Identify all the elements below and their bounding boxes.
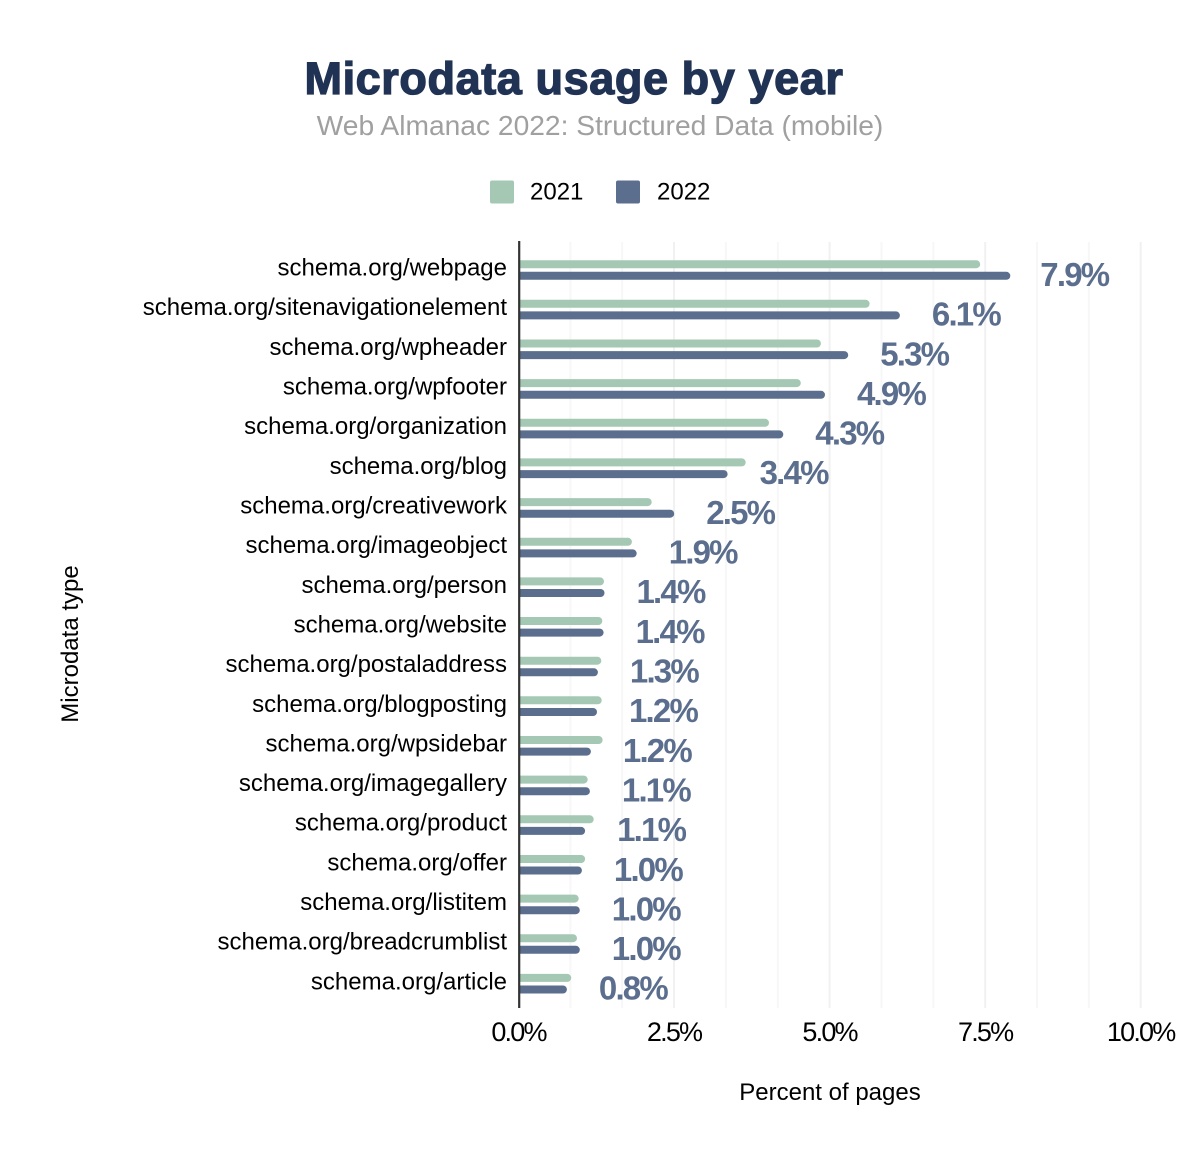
svg-text:0.8%: 0.8% bbox=[599, 970, 668, 1007]
svg-text:schema.org/wpsidebar: schema.org/wpsidebar bbox=[266, 730, 507, 757]
svg-text:schema.org/postaladdress: schema.org/postaladdress bbox=[226, 651, 507, 678]
svg-text:4.3%: 4.3% bbox=[815, 415, 884, 452]
svg-text:1.0%: 1.0% bbox=[614, 851, 683, 888]
svg-text:3.4%: 3.4% bbox=[760, 454, 829, 491]
svg-text:7.5%: 7.5% bbox=[958, 1017, 1014, 1047]
svg-text:Microdata type: Microdata type bbox=[57, 565, 84, 722]
svg-text:5.3%: 5.3% bbox=[880, 335, 949, 372]
svg-text:schema.org/creativework: schema.org/creativework bbox=[240, 493, 508, 520]
svg-text:2022: 2022 bbox=[657, 179, 710, 206]
svg-text:schema.org/imageobject: schema.org/imageobject bbox=[246, 532, 508, 559]
svg-text:1.2%: 1.2% bbox=[623, 732, 692, 769]
svg-text:6.1%: 6.1% bbox=[932, 296, 1001, 333]
svg-text:schema.org/blog: schema.org/blog bbox=[330, 453, 507, 480]
svg-text:1.3%: 1.3% bbox=[630, 653, 699, 690]
svg-text:schema.org/article: schema.org/article bbox=[311, 968, 507, 995]
svg-text:schema.org/listitem: schema.org/listitem bbox=[300, 889, 507, 916]
svg-text:Web Almanac 2022: Structured D: Web Almanac 2022: Structured Data (mobil… bbox=[317, 109, 884, 141]
svg-text:schema.org/wpheader: schema.org/wpheader bbox=[270, 334, 507, 361]
svg-text:schema.org/breadcrumblist: schema.org/breadcrumblist bbox=[218, 929, 508, 956]
svg-text:schema.org/wpfooter: schema.org/wpfooter bbox=[283, 374, 507, 401]
svg-text:2.5%: 2.5% bbox=[706, 494, 775, 531]
svg-text:1.9%: 1.9% bbox=[669, 534, 738, 571]
svg-text:1.0%: 1.0% bbox=[612, 890, 681, 927]
svg-text:schema.org/webpage: schema.org/webpage bbox=[278, 255, 507, 282]
svg-text:schema.org/imagegallery: schema.org/imagegallery bbox=[239, 770, 507, 797]
svg-text:4.9%: 4.9% bbox=[857, 375, 926, 412]
svg-text:2.5%: 2.5% bbox=[647, 1017, 703, 1047]
svg-text:Percent of pages: Percent of pages bbox=[739, 1079, 920, 1106]
svg-text:schema.org/product: schema.org/product bbox=[295, 810, 507, 837]
svg-text:1.4%: 1.4% bbox=[637, 573, 706, 610]
svg-text:1.2%: 1.2% bbox=[629, 692, 698, 729]
svg-text:schema.org/website: schema.org/website bbox=[294, 612, 507, 639]
svg-text:2021: 2021 bbox=[530, 179, 583, 206]
svg-text:1.1%: 1.1% bbox=[617, 811, 686, 848]
svg-text:Microdata usage by year: Microdata usage by year bbox=[304, 53, 843, 104]
svg-text:schema.org/offer: schema.org/offer bbox=[327, 849, 507, 876]
svg-text:5.0%: 5.0% bbox=[802, 1017, 858, 1047]
svg-text:7.9%: 7.9% bbox=[1040, 256, 1109, 293]
svg-text:0.0%: 0.0% bbox=[491, 1017, 547, 1047]
svg-text:schema.org/blogposting: schema.org/blogposting bbox=[252, 691, 507, 718]
svg-text:1.0%: 1.0% bbox=[612, 930, 681, 967]
svg-text:1.1%: 1.1% bbox=[622, 772, 691, 809]
svg-text:1.4%: 1.4% bbox=[636, 613, 705, 650]
svg-text:10.0%: 10.0% bbox=[1107, 1017, 1176, 1047]
svg-text:schema.org/person: schema.org/person bbox=[302, 572, 507, 599]
svg-text:schema.org/organization: schema.org/organization bbox=[244, 413, 507, 440]
svg-text:schema.org/sitenavigationeleme: schema.org/sitenavigationelement bbox=[143, 294, 508, 321]
